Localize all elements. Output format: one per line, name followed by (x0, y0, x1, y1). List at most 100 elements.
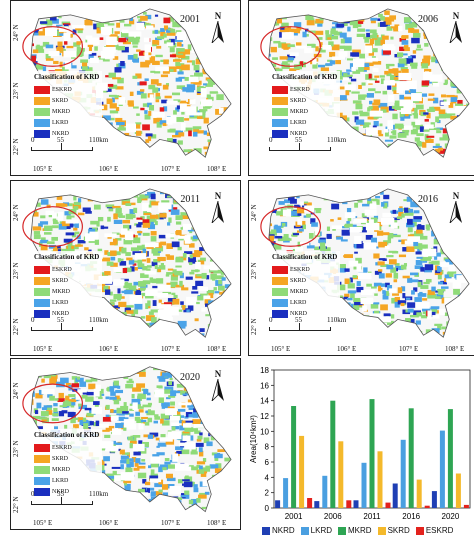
krd-cell (180, 449, 190, 455)
krd-cell (459, 265, 468, 270)
krd-cell (451, 137, 456, 140)
no-data-cell (398, 72, 412, 81)
krd-cell (112, 56, 119, 60)
krd-cell (219, 296, 229, 300)
krd-cell (354, 321, 360, 326)
no-data-cell (353, 311, 359, 315)
y-tick-label: 6 (265, 458, 270, 467)
krd-cell (142, 222, 150, 228)
krd-cell (464, 302, 470, 307)
no-data-cell (113, 267, 122, 273)
krd-cell (393, 77, 401, 80)
krd-cell (135, 508, 139, 512)
krd-cell (111, 305, 120, 309)
krd-cell (195, 280, 204, 286)
no-data-cell (132, 402, 138, 410)
krd-cell (163, 504, 169, 509)
krd-cell (368, 50, 375, 56)
krd-cell (337, 86, 346, 90)
krd-cell (175, 77, 183, 82)
no-data-cell (100, 441, 114, 449)
krd-cell (133, 106, 139, 109)
krd-cell (161, 372, 170, 377)
krd-cell (199, 432, 203, 436)
krd-cell (363, 267, 368, 273)
chart-legend-swatch (377, 526, 386, 535)
krd-cell (456, 310, 461, 314)
north-label: N (452, 11, 460, 21)
krd-cell (203, 236, 210, 240)
krd-cell (394, 301, 400, 308)
krd-cell (306, 154, 313, 158)
krd-cell (354, 320, 361, 323)
krd-cell (223, 443, 228, 447)
krd-cell (206, 159, 212, 165)
krd-cell (344, 293, 350, 298)
krd-cell (94, 46, 98, 51)
krd-cell (435, 155, 442, 158)
krd-cell (470, 114, 474, 117)
krd-cell (224, 254, 230, 258)
legend-item: LKRD (34, 475, 99, 486)
krd-cell (168, 28, 176, 33)
no-data-cell (388, 288, 397, 293)
krd-cell (138, 502, 146, 507)
scale-label: 0 (31, 490, 35, 498)
krd-cell (31, 21, 36, 26)
krd-cell (152, 285, 160, 289)
legend-swatch (34, 107, 50, 116)
krd-cell (150, 469, 155, 476)
krd-cell (203, 230, 211, 236)
krd-cell (149, 134, 157, 139)
krd-cell (148, 465, 152, 469)
krd-cell (176, 63, 185, 66)
krd-cell (466, 302, 470, 309)
map-panel-2011: 2011 N Classification of KRD ESKRD SKRD MKRD L… (10, 180, 241, 356)
krd-cell (373, 282, 382, 287)
krd-cell (140, 93, 147, 99)
krd-cell (126, 465, 131, 469)
krd-cell (182, 483, 188, 486)
krd-cell (156, 45, 162, 49)
krd-cell (407, 302, 416, 308)
krd-cell (140, 273, 149, 278)
krd-cell (35, 509, 41, 512)
no-data-cell (113, 279, 125, 286)
legend-swatch (272, 298, 288, 307)
krd-cell (371, 105, 379, 111)
krd-cell (30, 198, 36, 202)
krd-cell (59, 331, 65, 336)
krd-cell (117, 135, 127, 141)
y-axis-label: Area(10⁴km²) (249, 415, 258, 463)
krd-cell (367, 116, 374, 120)
krd-cell (468, 143, 470, 148)
krd-cell (142, 156, 146, 158)
krd-cell (38, 31, 47, 36)
krd-cell (392, 209, 397, 214)
no-data-cell (289, 52, 299, 57)
krd-cell (307, 18, 315, 22)
krd-cell (425, 139, 434, 143)
krd-cell (460, 247, 469, 251)
krd-cell (103, 285, 109, 292)
krd-cell (181, 420, 186, 426)
no-data-cell (379, 316, 391, 323)
krd-cell (119, 261, 127, 266)
krd-cell (399, 111, 406, 118)
no-data-cell (144, 44, 151, 53)
krd-cell (137, 265, 145, 268)
krd-cell (104, 271, 111, 276)
no-data-cell (154, 389, 165, 398)
krd-cell (398, 254, 407, 258)
no-data-cell (408, 236, 421, 242)
chart-legend-swatch (338, 526, 347, 535)
north-arrow: N (208, 191, 228, 225)
krd-cell (154, 29, 159, 34)
no-data-cell (353, 218, 367, 223)
krd-cell (374, 293, 378, 296)
krd-cell (351, 91, 360, 94)
krd-cell (157, 442, 167, 447)
krd-cell (159, 213, 167, 218)
krd-cell (350, 78, 357, 82)
krd-cell (165, 254, 170, 257)
